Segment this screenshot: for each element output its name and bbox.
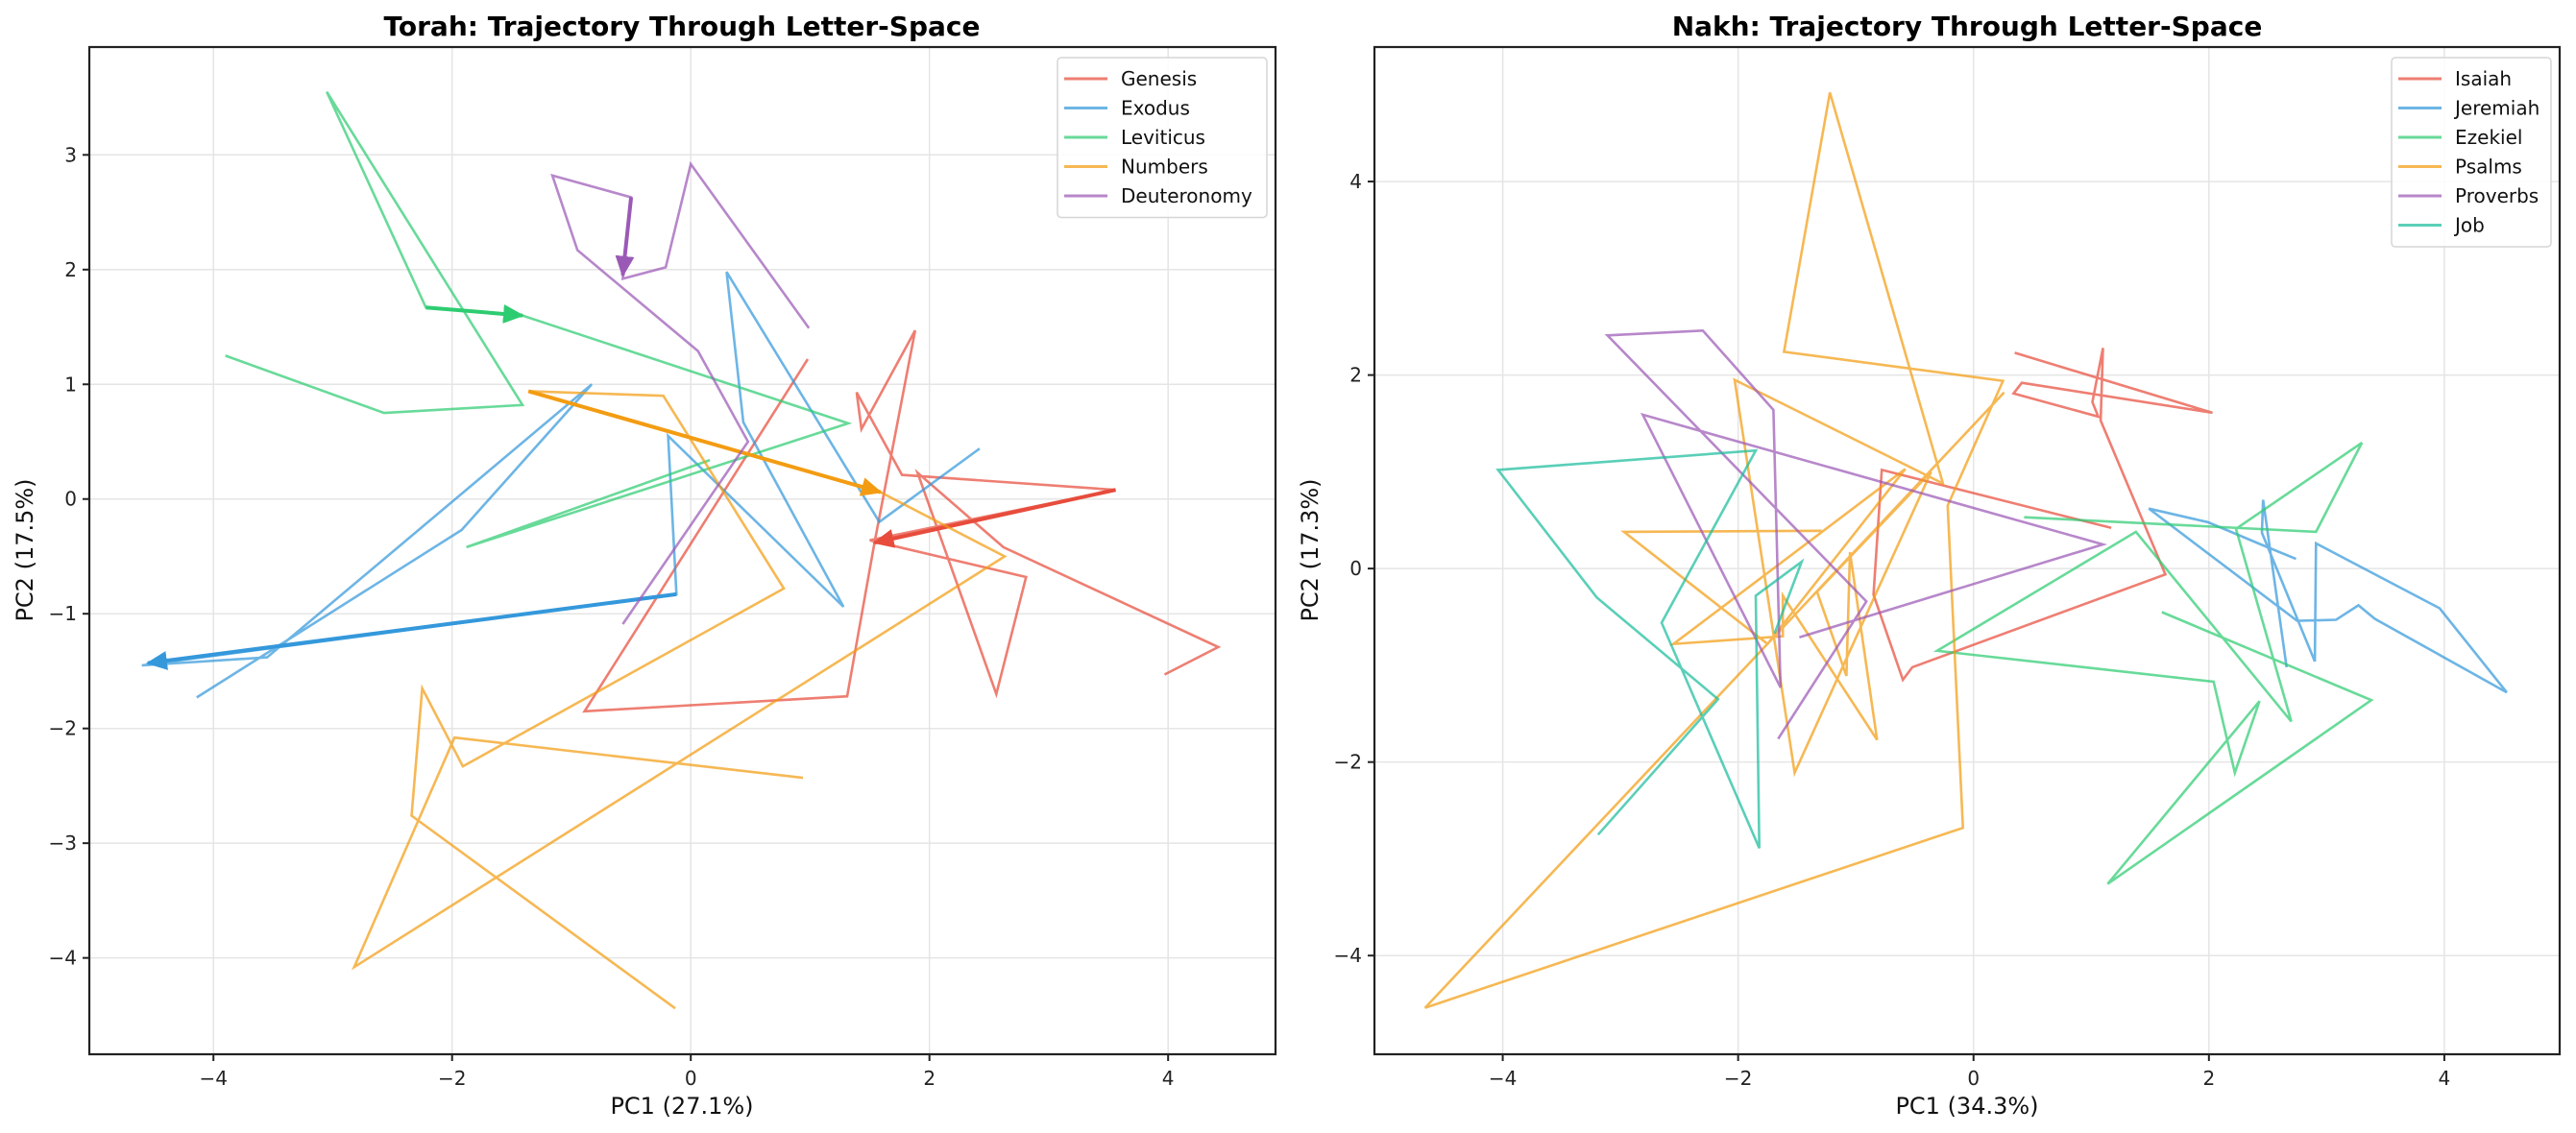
legend: Isaiah Jeremiah Ezekiel Psalms Proverbs Job: [2391, 57, 2552, 248]
x-tick-label: −4: [1489, 1067, 1517, 1090]
legend-box: [1057, 57, 1268, 219]
y-tick-label: 2: [1349, 364, 1362, 387]
y-tick-label: −2: [1334, 751, 1362, 774]
y-tick-label: 1: [64, 373, 77, 396]
legend-label: Genesis: [1121, 67, 1197, 90]
legend-label: Jeremiah: [2453, 97, 2540, 120]
plot-area: [141, 90, 1222, 1010]
direction-arrow-deuteronomy: [615, 197, 635, 277]
torah-trajectory-chart: Torah: Trajectory Through Letter-Space P…: [12, 11, 1277, 1120]
y-tick-label: −2: [49, 717, 77, 740]
legend-label: Deuteronomy: [1121, 184, 1252, 207]
y-tick-label: −1: [49, 602, 77, 625]
direction-arrow-exodus: [145, 591, 677, 670]
series-line-isaiah: [1872, 348, 2213, 683]
y-tick-label: 0: [64, 488, 77, 511]
legend-label: Isaiah: [2455, 67, 2512, 90]
legend-label: Leviticus: [1121, 126, 1205, 149]
legend-label: Exodus: [1121, 97, 1190, 120]
legend-label: Numbers: [1121, 156, 1208, 179]
x-tick-label: 2: [923, 1067, 936, 1090]
axes-frame: [1373, 45, 2562, 1056]
series-line-deuteronomy: [550, 160, 811, 625]
direction-arrow-leviticus: [425, 303, 525, 324]
series-line-exodus: [141, 271, 981, 699]
y-axis-label: PC2 (17.5%): [12, 478, 38, 621]
y-tick-label: −3: [49, 832, 77, 855]
series-line-jeremiah: [2148, 499, 2508, 694]
series-line-ezekiel: [1932, 442, 2374, 885]
y-tick-label: 4: [1349, 170, 1362, 193]
x-tick-label: −4: [199, 1067, 227, 1090]
y-tick-label: −4: [1334, 944, 1362, 967]
series-line-numbers: [351, 390, 1008, 1010]
legend-label: Job: [2453, 214, 2485, 237]
legend: Genesis Exodus Leviticus Numbers Deuteronomy: [1057, 57, 1268, 219]
x-tick-label: 4: [1162, 1067, 1175, 1090]
x-axis-label: PC1 (27.1%): [610, 1093, 753, 1120]
x-tick-label: −2: [1724, 1067, 1752, 1090]
y-axis-label: PC2 (17.3%): [1297, 478, 1324, 621]
x-tick-label: 0: [685, 1067, 697, 1090]
legend-label: Ezekiel: [2455, 126, 2522, 149]
chart-title: Nakh: Trajectory Through Letter-Space: [1672, 11, 2263, 42]
nakh-trajectory-chart: Nakh: Trajectory Through Letter-Space PC…: [1297, 11, 2562, 1120]
chart-title: Torah: Trajectory Through Letter-Space: [384, 11, 981, 42]
x-tick-label: −2: [438, 1067, 466, 1090]
axes-frame: [87, 45, 1277, 1056]
legend-label: Psalms: [2455, 156, 2522, 179]
series-line-psalms: [1423, 92, 2005, 1009]
x-tick-label: 0: [1967, 1067, 1980, 1090]
series-line-job: [1495, 448, 1805, 849]
legend-box: [2391, 57, 2552, 248]
y-tick-label: 3: [64, 143, 77, 166]
y-tick-label: 2: [64, 258, 77, 281]
y-tick-label: −4: [49, 947, 77, 970]
x-tick-label: 4: [2439, 1067, 2451, 1090]
y-tick-label: 0: [1349, 557, 1362, 580]
series-line-proverbs: [1604, 328, 2108, 740]
x-tick-label: 2: [2202, 1067, 2215, 1090]
legend-label: Proverbs: [2455, 184, 2539, 207]
direction-arrow-genesis: [872, 488, 1116, 548]
direction-arrow-numbers: [527, 389, 883, 496]
series-line-genesis: [582, 329, 1222, 713]
x-axis-label: PC1 (34.3%): [1895, 1093, 2038, 1120]
plot-area: [1423, 92, 2508, 1009]
